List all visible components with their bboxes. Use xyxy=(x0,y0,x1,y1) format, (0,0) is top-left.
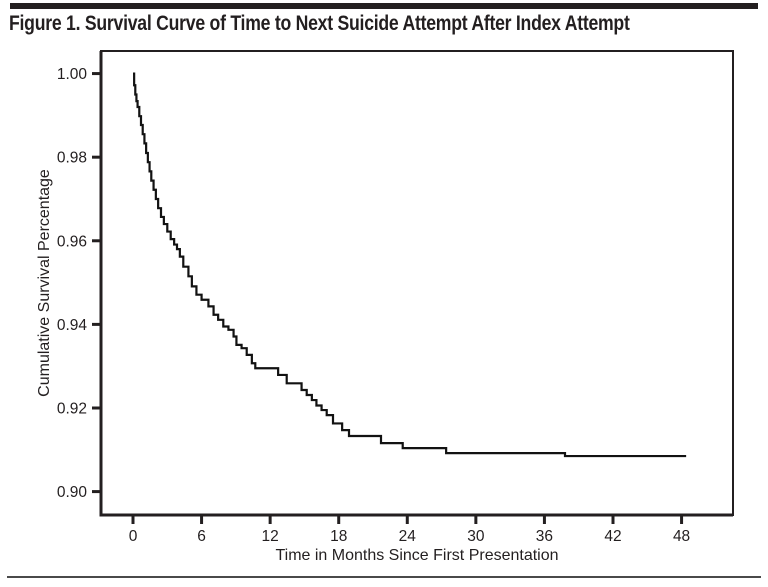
y-tick-label: 0.96 xyxy=(57,233,87,250)
figure-title: Figure 1. Survival Curve of Time to Next… xyxy=(9,12,630,35)
y-tick-label: 0.94 xyxy=(57,317,88,334)
y-tick-label: 0.90 xyxy=(57,484,88,501)
x-tick-label: 42 xyxy=(604,528,621,545)
x-tick-label: 12 xyxy=(262,528,279,545)
figure-top-rule xyxy=(10,3,758,9)
x-tick-label: 18 xyxy=(330,528,347,545)
y-axis-label: Cumulative Survival Percentage xyxy=(36,169,53,397)
y-tick-label: 1.00 xyxy=(57,66,88,83)
x-axis-label: Time in Months Since First Presentation xyxy=(275,547,558,564)
plot-layer: 0.90 0.92 0.94 0.96 0.98 1.00 0 6 12 18 24 30 36 42 48 xyxy=(57,50,734,545)
x-tick-label: 36 xyxy=(536,528,553,545)
figure-bottom-rule xyxy=(7,576,761,578)
y-tick-label: 0.92 xyxy=(57,400,87,417)
x-tick-label: 0 xyxy=(129,528,138,545)
y-tick-label: 0.98 xyxy=(57,150,87,167)
plot-frame xyxy=(100,50,734,516)
x-tick-label: 30 xyxy=(467,528,485,545)
x-tick-label: 6 xyxy=(197,528,206,545)
x-tick-label: 48 xyxy=(673,528,690,545)
x-tick-label: 24 xyxy=(399,528,417,545)
survival-step-curve xyxy=(133,72,687,458)
